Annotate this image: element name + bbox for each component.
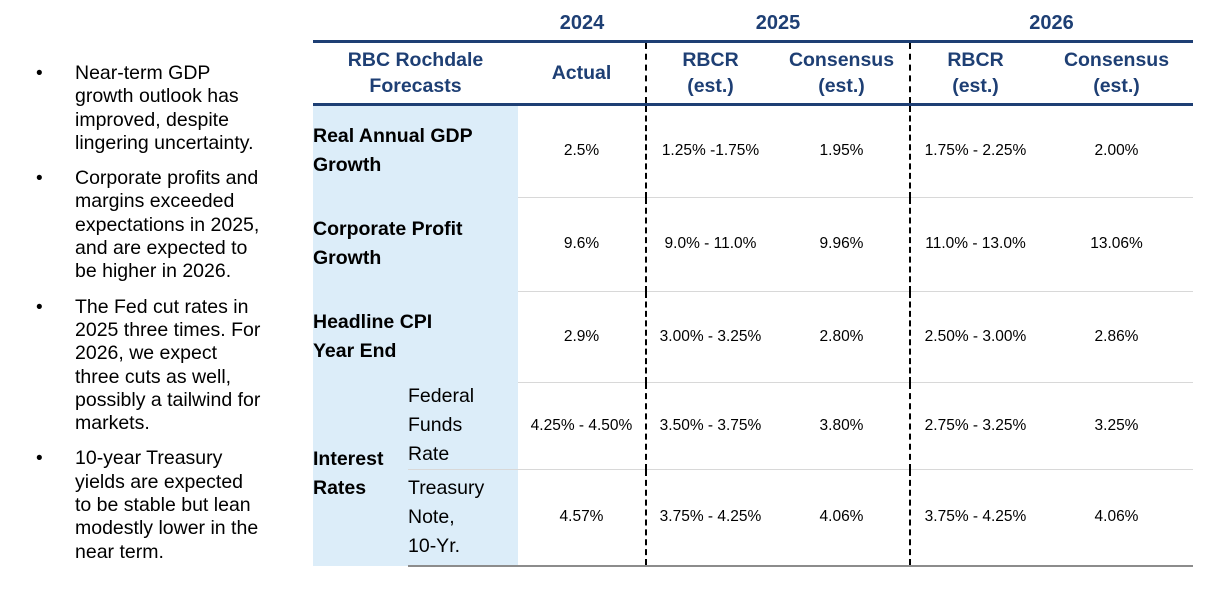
value-cell: 3.75% - 4.25% bbox=[909, 469, 1040, 567]
value-cell: 2.75% - 3.25% bbox=[909, 381, 1040, 470]
table-row-gdp: Real Annual GDP Growth 2.5% 1.25% -1.75%… bbox=[313, 104, 1193, 197]
value-cell: 4.57% bbox=[518, 469, 646, 567]
forecast-table: 2024 2025 2026 RBC Rochdale Forecasts Ac… bbox=[313, 8, 1193, 567]
value-cell: 4.25% - 4.50% bbox=[518, 381, 646, 470]
bullet-item: • Corporate profits and margins exceeded… bbox=[36, 167, 298, 283]
col-header-rbcr-2026: RBCR (est.) bbox=[909, 41, 1040, 106]
bullet-marker-icon: • bbox=[36, 63, 43, 84]
value-cell: 2.80% bbox=[774, 290, 910, 382]
bullet-text: 10-year Treasury yields are expected to … bbox=[75, 447, 259, 563]
value-cell: 11.0% - 13.0% bbox=[909, 196, 1040, 291]
bullet-text: The Fed cut rates in 2025 three times. F… bbox=[75, 295, 261, 435]
column-header-row: RBC Rochdale Forecasts Actual RBCR (est.… bbox=[313, 41, 1193, 106]
year-header-2025: 2025 bbox=[646, 8, 910, 43]
bullet-marker-icon: • bbox=[36, 448, 43, 470]
value-cell: 1.75% - 2.25% bbox=[909, 104, 1040, 197]
year-row-spacer bbox=[313, 8, 518, 43]
value-cell: 2.00% bbox=[1094, 142, 1139, 159]
col-header-rbcr-2025: RBCR (est.) bbox=[645, 41, 774, 106]
value-cell: 9.0% - 11.0% bbox=[645, 196, 774, 291]
row-label-corporate-profit: Corporate Profit Growth bbox=[313, 197, 518, 291]
bullet-text: Near-term GDP growth outlook has improve… bbox=[75, 62, 254, 154]
row-label-gdp: Real Annual GDP Growth bbox=[313, 104, 518, 197]
table-row-fed-funds: Interest Rates Federal Funds Rate 4.25% … bbox=[313, 381, 1193, 566]
row-sublabel-fed-funds: Federal Funds Rate bbox=[408, 382, 518, 470]
bullet-list: • Near-term GDP growth outlook has impro… bbox=[36, 62, 298, 576]
value-cell: 3.25% bbox=[1040, 381, 1193, 470]
value-cell: 1.95% bbox=[819, 142, 864, 159]
year-header-row: 2024 2025 2026 bbox=[313, 8, 1193, 43]
row-group-label-interest-rates: Interest Rates bbox=[313, 382, 408, 566]
bullet-item: • 10-year Treasury yields are expected t… bbox=[36, 447, 298, 563]
year-header-2026: 2026 bbox=[910, 8, 1193, 43]
value-cell: 9.6% bbox=[518, 196, 646, 291]
value-cell: 3.80% bbox=[774, 381, 910, 470]
value-cell: 3.50% - 3.75% bbox=[645, 381, 774, 470]
bullet-text: Corporate profits and margins exceeded e… bbox=[75, 167, 260, 283]
bullet-marker-icon: • bbox=[36, 296, 43, 318]
value-cell: 2.86% bbox=[1040, 290, 1193, 382]
col-header-consensus-2026: Consensus (est.) bbox=[1040, 41, 1193, 106]
value-cell: 13.06% bbox=[1040, 196, 1193, 291]
bullet-marker-icon: • bbox=[36, 168, 43, 190]
value-cell: 4.06% bbox=[1040, 469, 1193, 567]
value-cell: 2.5% bbox=[563, 142, 600, 159]
value-cell: 3.75% - 4.25% bbox=[645, 469, 774, 567]
value-cell: 1.25% -1.75% bbox=[645, 104, 774, 197]
table-row-treasury-note: Treasury Note, 10-Yr. 4.57% 3.75% - 4.25… bbox=[313, 469, 1193, 567]
table-row-cpi: Headline CPI Year End 2.9% 3.00% - 3.25%… bbox=[313, 290, 1193, 382]
row-label-cpi: Headline CPI Year End bbox=[313, 291, 518, 382]
year-header-2024: 2024 bbox=[518, 8, 646, 43]
value-cell: 4.06% bbox=[774, 469, 910, 567]
col-header-actual: Actual bbox=[518, 41, 646, 106]
bullet-item: • The Fed cut rates in 2025 three times.… bbox=[36, 296, 298, 436]
value-cell: 2.9% bbox=[518, 290, 646, 382]
col-header-consensus-2025: Consensus (est.) bbox=[774, 41, 910, 106]
bullet-item: • Near-term GDP growth outlook has impro… bbox=[36, 62, 298, 155]
table-row-corporate-profit: Corporate Profit Growth 9.6% 9.0% - 11.0… bbox=[313, 196, 1193, 291]
row-sublabel-treasury-note: Treasury Note, 10-Yr. bbox=[408, 469, 518, 567]
value-cell: 9.96% bbox=[774, 196, 910, 291]
value-cell: 2.50% - 3.00% bbox=[909, 290, 1040, 382]
value-cell: 3.00% - 3.25% bbox=[645, 290, 774, 382]
table-title: RBC Rochdale Forecasts bbox=[313, 41, 518, 106]
